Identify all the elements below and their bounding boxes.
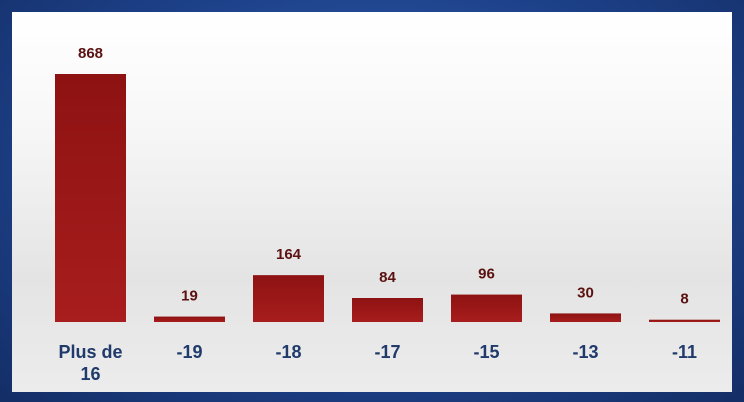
x-tick-label: -19 [176,342,203,362]
x-tick-label: -17 [374,342,401,362]
data-label: 164 [276,246,302,263]
bar [352,298,423,322]
chart-panel [12,12,732,392]
x-tick-label: -13 [572,342,599,362]
data-label: 30 [577,284,594,301]
bar [253,275,324,322]
data-label: 96 [478,266,495,283]
bar [451,294,522,322]
data-label: 19 [181,288,198,305]
bar [154,316,225,322]
data-label: 84 [379,269,396,286]
x-tick-label: -18 [275,342,302,362]
bar [550,313,621,322]
x-tick-label: -11 [671,342,698,362]
x-tick-label: Plus de 16 [58,342,123,384]
bar [649,319,720,322]
data-label: 868 [78,45,103,62]
x-tick-label: -15 [473,342,500,362]
data-label: 8 [680,291,688,308]
bar [55,74,126,322]
